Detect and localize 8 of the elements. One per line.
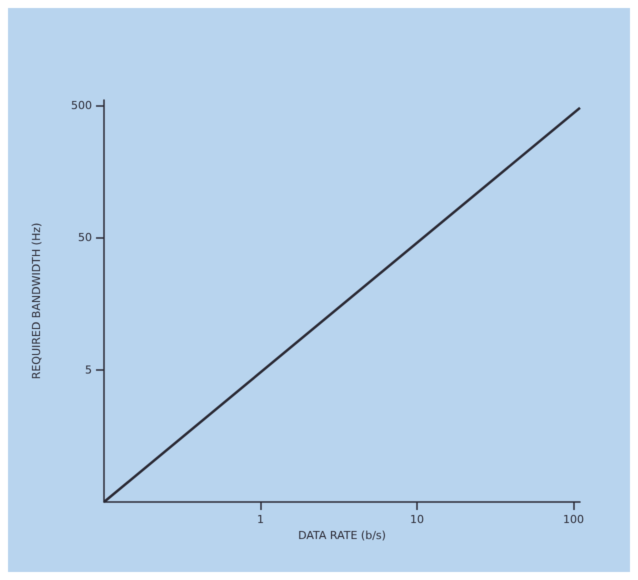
x-tick-label: 1 xyxy=(257,513,264,526)
y-axis-title: REQUIRED BANDWIDTH (Hz) xyxy=(30,222,43,380)
y-tick-label: 5 xyxy=(85,363,92,376)
x-axis-title: DATA RATE (b/s) xyxy=(298,528,386,542)
x-tick-label: 10 xyxy=(410,513,424,526)
y-tick-label: 500 xyxy=(71,98,92,112)
y-tick-label: 50 xyxy=(78,231,92,244)
x-tick-label: 100 xyxy=(563,513,584,526)
